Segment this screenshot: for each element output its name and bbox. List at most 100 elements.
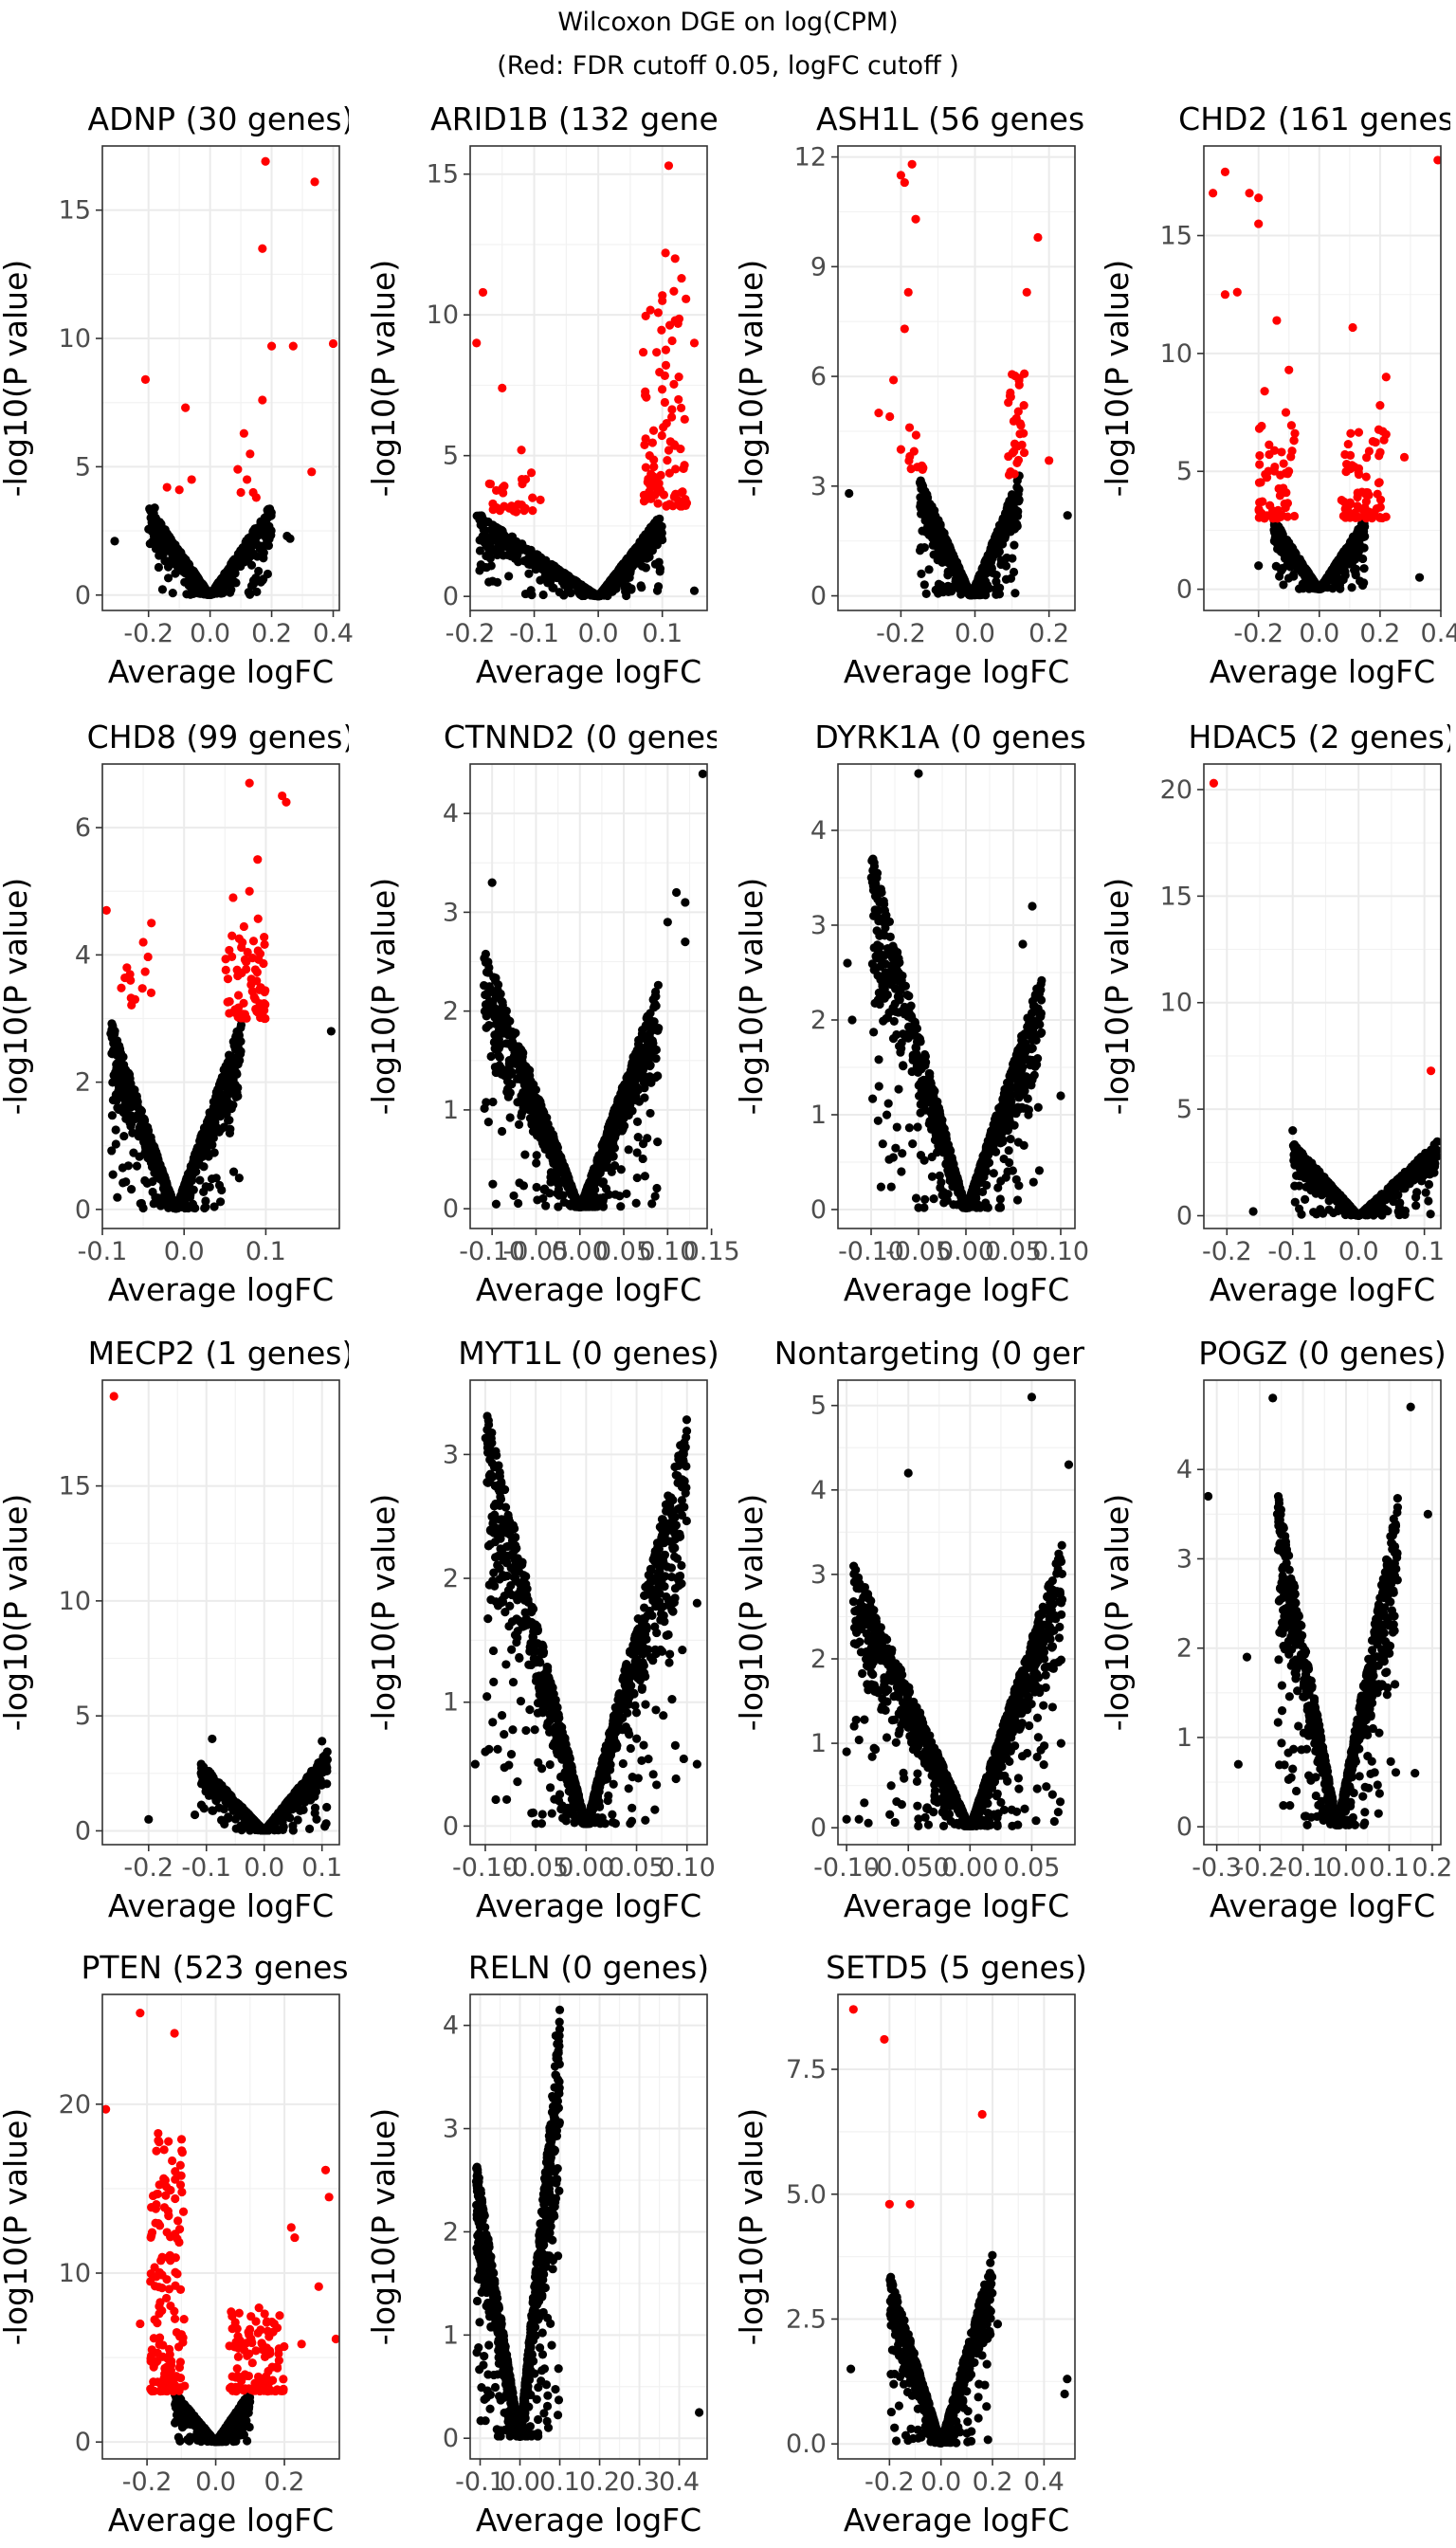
significant-gene-point	[656, 470, 665, 480]
significant-gene-point	[657, 385, 667, 394]
gene-point	[224, 1116, 233, 1125]
gene-point	[1359, 564, 1369, 573]
gene-point	[225, 1100, 234, 1109]
gene-point	[988, 545, 997, 555]
gene-point	[975, 571, 985, 580]
gene-point	[226, 1064, 235, 1073]
y-tick-label: 5	[1176, 457, 1192, 486]
panel-5: CTNND2 (0 genes)-0.10-0.050.000.050.100.…	[365, 719, 740, 1308]
significant-gene-point	[233, 464, 243, 474]
significant-gene-point	[1260, 387, 1269, 396]
x-tick-label: 0.0	[955, 619, 995, 648]
gene-point	[1340, 571, 1350, 580]
gene-point	[113, 1192, 122, 1202]
y-tick-label: 3	[810, 472, 827, 501]
significant-gene-point	[1353, 488, 1362, 498]
significant-gene-point	[645, 451, 654, 461]
significant-gene-point	[903, 287, 913, 297]
significant-gene-point	[1361, 472, 1371, 482]
significant-gene-point	[237, 942, 246, 953]
gene-point	[562, 574, 572, 584]
significant-gene-point	[677, 273, 686, 283]
gene-point	[141, 1131, 151, 1140]
y-axis-title: -log10(P value)	[733, 260, 770, 497]
gene-point	[923, 521, 933, 532]
gene-point	[239, 546, 248, 555]
y-tick-label: 15	[59, 196, 91, 226]
significant-gene-point	[254, 985, 264, 994]
gene-point	[1358, 554, 1368, 564]
gene-point	[184, 580, 193, 591]
panel-title: ASH1L (56 genes)	[816, 100, 1097, 137]
gene-point	[226, 1124, 235, 1134]
significant-gene-point	[664, 446, 674, 455]
data-points	[479, 769, 707, 1211]
significant-gene-point	[646, 305, 655, 315]
gene-point	[224, 568, 233, 577]
significant-gene-point	[1283, 512, 1292, 521]
significant-gene-point	[671, 464, 681, 474]
significant-gene-point	[1360, 510, 1370, 519]
gene-point	[1254, 561, 1264, 571]
significant-gene-point	[1373, 489, 1382, 499]
x-tick-label: -0.2	[123, 619, 173, 648]
gene-point	[622, 1189, 631, 1198]
significant-gene-point	[1375, 502, 1385, 512]
x-tick-label: 0.0	[164, 1237, 205, 1266]
significant-gene-point	[641, 311, 650, 321]
gene-point	[227, 585, 236, 594]
significant-gene-point	[674, 394, 683, 405]
panel-title: ADNP (30 genes)	[88, 100, 355, 137]
significant-gene-point	[245, 778, 254, 788]
significant-gene-point	[1279, 459, 1288, 468]
gene-point	[549, 583, 558, 592]
x-tick-label: -0.2	[876, 619, 926, 648]
significant-gene-point	[138, 937, 148, 947]
gene-point	[478, 521, 487, 531]
y-tick-label: 2	[75, 1068, 91, 1098]
significant-gene-point	[638, 347, 648, 357]
gene-point	[489, 530, 500, 539]
gene-point	[185, 1192, 195, 1202]
significant-gene-point	[162, 482, 172, 492]
gene-point	[489, 521, 499, 531]
gene-point	[151, 513, 160, 523]
significant-gene-point	[247, 987, 257, 996]
y-axis-title: -log10(P value)	[0, 260, 34, 497]
significant-gene-point	[242, 475, 252, 484]
gene-point	[173, 555, 182, 564]
significant-gene-point	[1374, 478, 1384, 487]
gene-point	[1010, 589, 1020, 598]
significant-gene-point	[1017, 440, 1027, 449]
gene-point	[157, 585, 168, 594]
gene-point	[633, 1132, 643, 1142]
gene-point	[163, 562, 173, 572]
significant-gene-point	[536, 495, 545, 505]
significant-gene-point	[644, 474, 653, 483]
gene-point	[1349, 533, 1358, 542]
gene-point	[954, 563, 963, 573]
gene-point	[136, 1199, 145, 1209]
significant-gene-point	[661, 248, 670, 258]
gene-point	[636, 581, 646, 591]
significant-gene-point	[246, 449, 255, 459]
gene-point	[510, 554, 520, 563]
significant-gene-point	[658, 296, 667, 305]
panel-title: ARID1B (132 genes)	[430, 100, 747, 137]
gene-point	[1287, 549, 1297, 558]
y-tick-label: 10	[427, 300, 459, 330]
gene-point	[1329, 565, 1338, 574]
gene-point	[992, 570, 1001, 580]
figure-subtitle: (Red: FDR cutoff 0.05, logFC cutoff )	[497, 51, 959, 81]
gene-point	[166, 538, 175, 548]
y-tick-label: 15	[427, 160, 459, 190]
gene-point	[232, 1069, 242, 1079]
x-tick-label: -0.1	[78, 1237, 128, 1266]
gene-point	[199, 1162, 209, 1172]
gene-point	[111, 1139, 120, 1149]
y-tick-label: 6	[75, 813, 91, 843]
gene-point	[172, 1203, 181, 1213]
gene-point	[921, 589, 931, 598]
x-tick-label: 0.1	[246, 1237, 286, 1266]
significant-gene-point	[896, 171, 906, 180]
